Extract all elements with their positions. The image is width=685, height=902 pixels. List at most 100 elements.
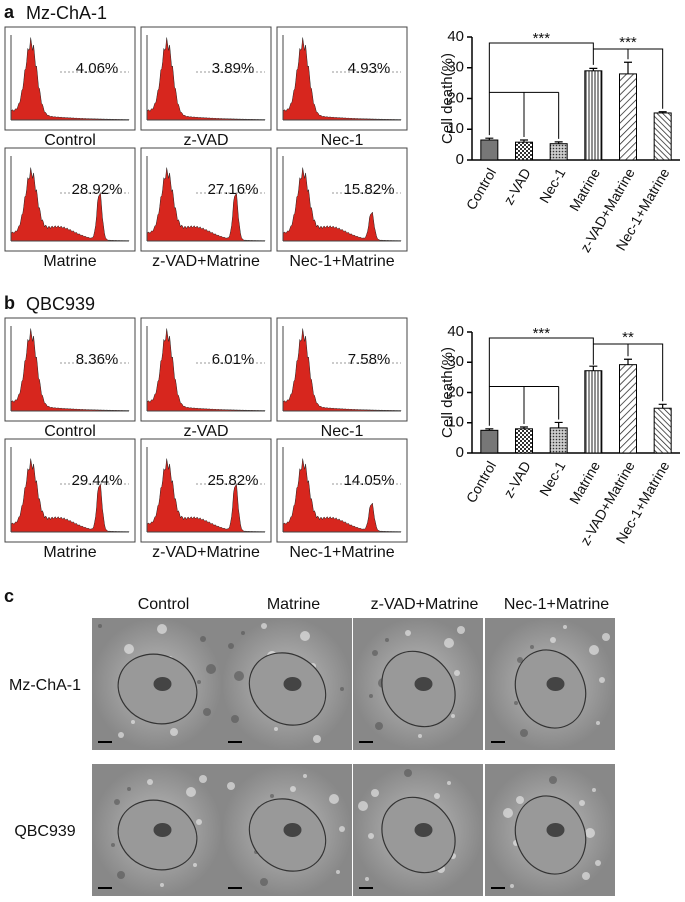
em-texture — [579, 800, 585, 806]
em-texture — [447, 781, 451, 785]
em-texture — [274, 727, 278, 731]
y-axis-label: Cell death(%) — [439, 347, 456, 438]
histogram-trace — [282, 167, 402, 242]
gate-percent: 6.01% — [212, 351, 255, 368]
em-texture — [270, 794, 274, 798]
error-bar — [589, 67, 598, 71]
em-texture — [563, 625, 567, 629]
em-texture — [160, 883, 164, 887]
significance-bracket — [488, 337, 664, 426]
em-texture — [372, 650, 378, 656]
gate-percent: 4.06% — [76, 60, 119, 77]
em-texture — [595, 860, 601, 866]
histogram-trace — [146, 328, 266, 412]
em-texture — [339, 826, 345, 832]
bar — [480, 429, 499, 454]
em-texture — [303, 774, 307, 778]
row-title: Mz-ChA-1 — [9, 677, 81, 694]
em-texture — [599, 677, 605, 683]
gate-percent: 4.93% — [348, 60, 391, 77]
histogram-name: Matrine — [43, 544, 96, 561]
em-texture — [365, 877, 369, 881]
histogram-trace — [10, 167, 130, 242]
histogram-trace — [146, 37, 266, 121]
em-texture — [197, 680, 201, 684]
em-texture — [582, 872, 590, 880]
y-tick-label: 0 — [456, 444, 464, 461]
bar — [584, 370, 603, 454]
histogram-name: z-VAD+Matrine — [152, 544, 260, 561]
histogram-name: Nec-1 — [321, 132, 364, 149]
em-texture — [444, 638, 454, 648]
significance-label: *** — [619, 34, 637, 51]
em-texture — [510, 884, 514, 888]
bar — [549, 143, 568, 161]
histogram-trace — [10, 328, 130, 412]
y-tick-label: 10 — [447, 120, 464, 137]
error-bar — [658, 403, 667, 409]
em-texture — [193, 863, 197, 867]
histogram-trace — [282, 37, 402, 121]
error-bar — [485, 428, 494, 431]
error-bar — [554, 421, 563, 428]
em-texture — [596, 721, 600, 725]
bar — [653, 112, 672, 161]
em-texture — [313, 735, 321, 743]
em-texture — [434, 793, 440, 799]
gate-percent: 27.16% — [208, 181, 259, 198]
bar — [584, 70, 603, 161]
em-texture — [550, 637, 556, 643]
em-texture — [375, 722, 383, 730]
error-bar — [520, 139, 528, 143]
em-texture — [260, 878, 268, 886]
em-nucleolus — [153, 677, 172, 691]
em-texture — [592, 788, 596, 792]
em-nucleolus — [283, 677, 302, 691]
y-tick-label: 20 — [447, 383, 464, 400]
bar — [515, 428, 533, 454]
histogram-name: z-VAD+Matrine — [152, 253, 260, 270]
em-texture — [369, 694, 373, 698]
em-texture — [418, 734, 422, 738]
em-texture — [200, 636, 206, 642]
em-texture — [290, 786, 296, 792]
y-tick-label: 40 — [447, 28, 464, 45]
em-texture — [454, 670, 460, 676]
em-texture — [261, 623, 267, 629]
bar — [653, 407, 672, 454]
column-title: Control — [138, 596, 190, 613]
panel-label: b — [4, 293, 15, 313]
em-texture — [336, 870, 340, 874]
em-texture — [371, 789, 379, 797]
em-texture — [516, 796, 524, 804]
x-tick-label: Matrine — [566, 458, 603, 507]
histogram-trace — [146, 167, 266, 242]
em-texture — [520, 729, 528, 737]
bar — [619, 364, 637, 454]
em-texture — [147, 779, 153, 785]
y-tick-label: 30 — [447, 59, 464, 76]
gate-percent: 29.44% — [72, 472, 123, 489]
em-texture — [530, 645, 534, 649]
em-texture — [329, 794, 339, 804]
error-bar — [624, 358, 632, 365]
em-texture — [228, 643, 234, 649]
x-tick-label: Nec-1 — [536, 165, 569, 206]
em-texture — [340, 687, 344, 691]
error-bar — [554, 141, 563, 144]
histogram-trace — [282, 328, 402, 412]
em-nucleolus — [414, 823, 433, 837]
x-tick-label: Control — [463, 165, 499, 212]
em-texture — [358, 801, 368, 811]
gate-percent: 7.58% — [348, 351, 391, 368]
error-bar — [624, 61, 632, 74]
significance-label: *** — [533, 325, 551, 342]
em-texture — [405, 630, 411, 636]
histogram-name: Control — [44, 132, 96, 149]
em-texture — [451, 714, 455, 718]
gate-percent: 14.05% — [344, 472, 395, 489]
histogram-name: Matrine — [43, 253, 96, 270]
bar — [515, 141, 533, 161]
em-texture — [231, 715, 239, 723]
